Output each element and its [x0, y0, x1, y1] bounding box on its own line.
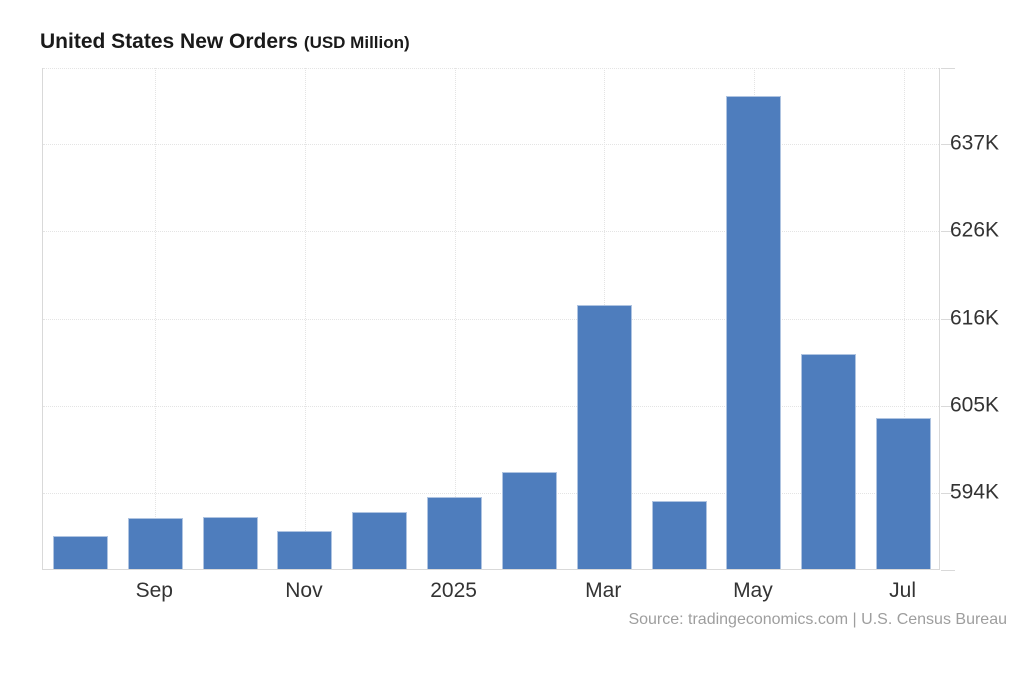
y-axis-edge-tick [941, 68, 955, 69]
x-axis-label: Nov [285, 579, 323, 602]
x-axis-label: Mar [585, 579, 622, 602]
bar-sep-2024[interactable] [127, 518, 183, 569]
bar-dec-2024[interactable] [352, 511, 408, 569]
bar-nov-2024[interactable] [277, 531, 333, 569]
y-axis-label: 616K [950, 306, 1000, 330]
y-axis-label: 626K [950, 218, 1000, 242]
chart-subtitle: (USD Million) [303, 33, 410, 52]
plot-area [42, 68, 940, 570]
y-axis-tick [941, 405, 951, 407]
x-axis-label: Sep [135, 579, 173, 602]
y-gridline [43, 493, 939, 495]
bar-may-2025[interactable] [726, 96, 782, 569]
bar-apr-2025[interactable] [651, 501, 707, 569]
bar-feb-2025[interactable] [501, 472, 557, 569]
y-axis-tick [941, 318, 951, 320]
source-attribution: Source: tradingeconomics.com | U.S. Cens… [628, 611, 1007, 628]
y-gridline [43, 143, 939, 145]
chart-title: United States New Orders [40, 30, 298, 53]
y-gridline [43, 318, 939, 320]
x-gridline [454, 68, 456, 569]
y-gridline [43, 405, 939, 407]
x-gridline [155, 68, 157, 569]
bar-aug-2024[interactable] [52, 535, 108, 569]
y-axis-label: 605K [950, 393, 1000, 417]
y-axis-edge-tick [941, 570, 955, 571]
bar-jan-2025[interactable] [427, 497, 483, 569]
bar-oct-2024[interactable] [202, 517, 258, 569]
y-axis-label: 594K [950, 480, 1000, 504]
y-axis-tick [941, 143, 951, 145]
x-gridline [903, 68, 905, 569]
plot-top-border [43, 68, 939, 69]
y-axis-tick [941, 231, 951, 233]
chart-header: United States New Orders (USD Million) [40, 30, 410, 54]
bar-jul-2025[interactable] [876, 417, 932, 569]
y-axis-label: 637K [950, 131, 1000, 155]
bar-mar-2025[interactable] [576, 304, 632, 569]
bar-jun-2025[interactable] [801, 353, 857, 569]
y-axis-tick [941, 493, 951, 495]
y-gridline [43, 231, 939, 233]
x-axis-label: Jul [889, 579, 917, 602]
x-gridline [304, 68, 306, 569]
x-axis-label: May [733, 579, 773, 602]
x-axis-label: 2025 [430, 579, 477, 602]
